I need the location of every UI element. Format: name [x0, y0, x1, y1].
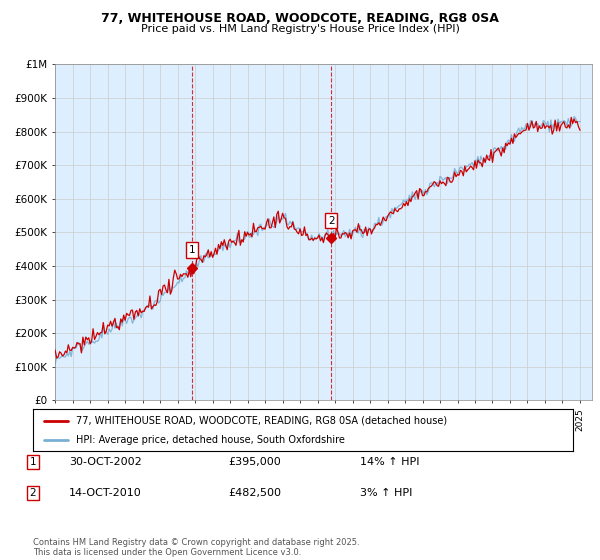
Text: 14-OCT-2010: 14-OCT-2010: [69, 488, 142, 498]
Text: 77, WHITEHOUSE ROAD, WOODCOTE, READING, RG8 0SA: 77, WHITEHOUSE ROAD, WOODCOTE, READING, …: [101, 12, 499, 25]
Text: HPI: Average price, detached house, South Oxfordshire: HPI: Average price, detached house, Sout…: [76, 435, 345, 445]
Text: Price paid vs. HM Land Registry's House Price Index (HPI): Price paid vs. HM Land Registry's House …: [140, 24, 460, 34]
Text: £482,500: £482,500: [228, 488, 281, 498]
Text: 1: 1: [29, 457, 37, 467]
Text: 2: 2: [29, 488, 37, 498]
Text: 77, WHITEHOUSE ROAD, WOODCOTE, READING, RG8 0SA (detached house): 77, WHITEHOUSE ROAD, WOODCOTE, READING, …: [76, 416, 448, 426]
Bar: [192, 64, 331, 400]
Text: 30-OCT-2002: 30-OCT-2002: [69, 457, 142, 467]
Text: 2: 2: [328, 216, 335, 226]
Text: 14% ↑ HPI: 14% ↑ HPI: [360, 457, 419, 467]
Text: £395,000: £395,000: [228, 457, 281, 467]
Text: Contains HM Land Registry data © Crown copyright and database right 2025.
This d: Contains HM Land Registry data © Crown c…: [33, 538, 359, 557]
Text: 1: 1: [189, 245, 196, 255]
Text: 3% ↑ HPI: 3% ↑ HPI: [360, 488, 412, 498]
